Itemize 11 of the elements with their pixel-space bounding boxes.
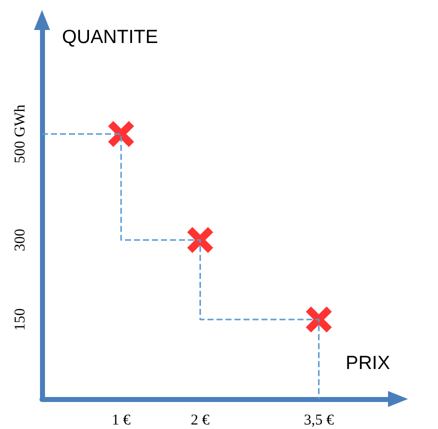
point — [187, 227, 214, 253]
y-tick-label: 150 — [12, 308, 28, 331]
x-tick-label: 1 € — [112, 412, 131, 428]
point — [108, 121, 134, 147]
y-tick-label: 500 GWh — [12, 104, 28, 164]
x-axis-title: PRIX — [346, 353, 390, 374]
point — [306, 306, 332, 332]
x-tick-label: 3,5 € — [304, 412, 334, 428]
y-axis-title: QUANTITE — [62, 27, 158, 48]
x-tick-label: 2 € — [190, 412, 210, 428]
y-tick-label: 300 — [12, 228, 28, 252]
